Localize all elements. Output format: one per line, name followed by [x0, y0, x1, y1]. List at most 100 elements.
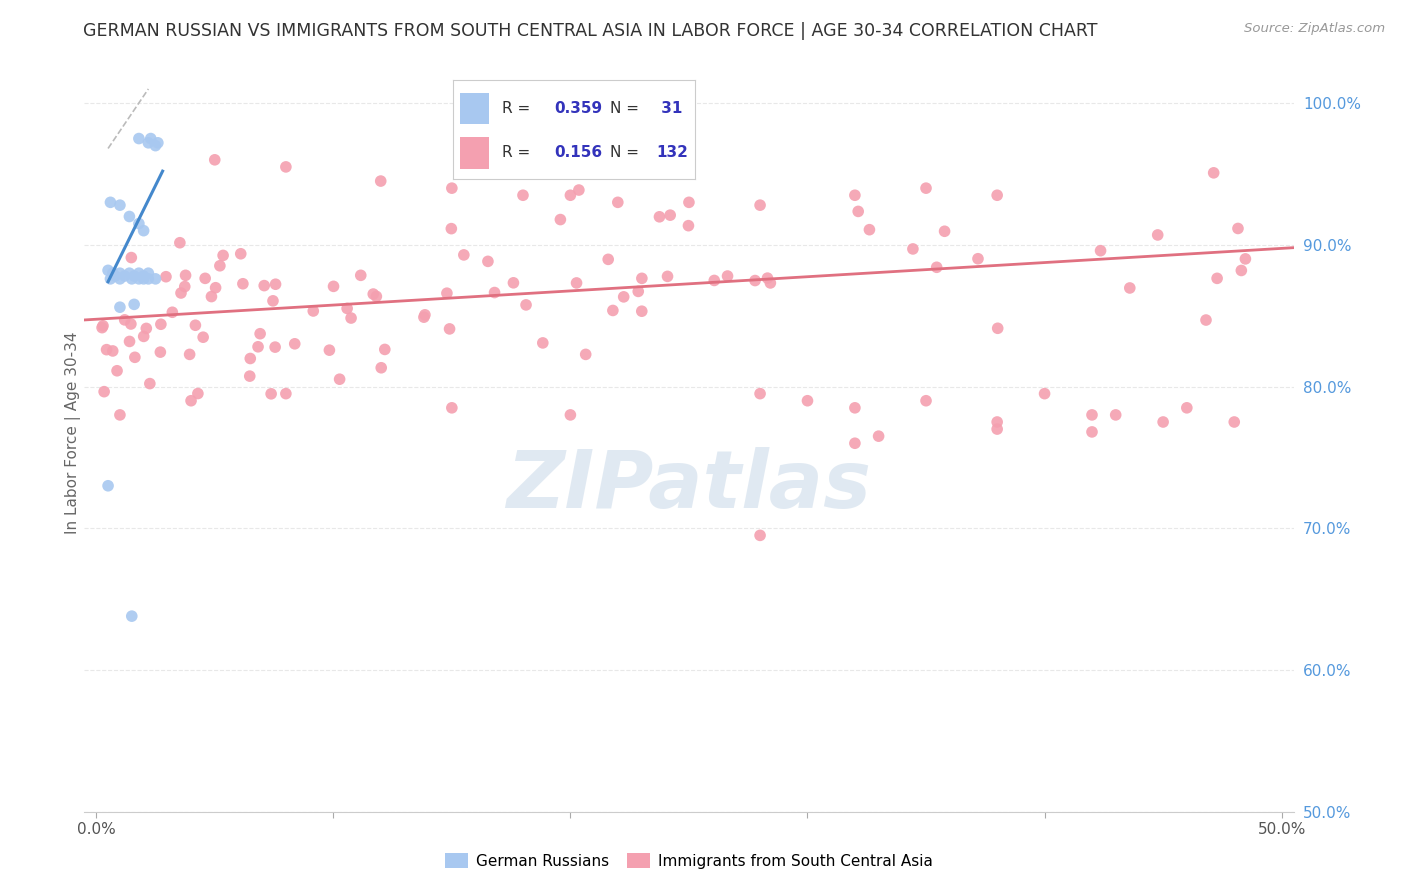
Point: [135, 321, 157, 335]
Point: [138, 272, 160, 286]
Point: [118, 266, 141, 280]
Point: [550, 212, 572, 227]
Point: [844, 401, 866, 415]
Point: [139, 131, 162, 145]
Point: [138, 266, 160, 280]
Point: [413, 310, 436, 325]
Point: [162, 305, 184, 319]
Text: ZIPatlas: ZIPatlas: [506, 447, 872, 524]
Point: [1105, 408, 1128, 422]
Point: [138, 136, 160, 150]
Point: [128, 217, 150, 231]
Point: [659, 208, 682, 222]
Point: [678, 219, 700, 233]
Point: [145, 272, 167, 286]
Point: [104, 268, 127, 283]
Point: [986, 422, 1008, 436]
Point: [100, 272, 122, 286]
Point: [262, 293, 284, 308]
Point: [575, 347, 598, 361]
Point: [264, 277, 287, 292]
Point: [128, 131, 150, 145]
Point: [122, 268, 145, 283]
Point: [200, 289, 222, 303]
Point: [1146, 227, 1168, 242]
Point: [749, 198, 772, 212]
Point: [145, 138, 167, 153]
Point: [986, 188, 1008, 202]
Point: [1206, 271, 1229, 285]
Point: [440, 221, 463, 235]
Point: [329, 372, 352, 386]
Point: [502, 276, 524, 290]
Point: [1195, 313, 1218, 327]
Point: [128, 266, 150, 280]
Point: [146, 136, 169, 150]
Point: [336, 301, 359, 316]
Point: [184, 318, 207, 333]
Point: [630, 304, 652, 318]
Point: [749, 528, 772, 542]
Point: [96, 343, 118, 357]
Point: [986, 415, 1008, 429]
Point: [247, 340, 270, 354]
Point: [239, 351, 262, 366]
Point: [1226, 221, 1249, 235]
Point: [678, 195, 700, 210]
Point: [97, 479, 120, 493]
Point: [114, 313, 136, 327]
Point: [139, 376, 162, 391]
Point: [413, 308, 436, 322]
Point: [121, 609, 143, 624]
Point: [204, 281, 226, 295]
Point: [657, 269, 679, 284]
Point: [274, 160, 297, 174]
Point: [118, 334, 141, 349]
Point: [132, 224, 155, 238]
Point: [844, 188, 866, 202]
Point: [108, 198, 131, 212]
Point: [93, 384, 115, 399]
Y-axis label: In Labor Force | Age 30-34: In Labor Force | Age 30-34: [65, 331, 82, 534]
Point: [149, 318, 172, 332]
Text: GERMAN RUSSIAN VS IMMIGRANTS FROM SOUTH CENTRAL ASIA IN LABOR FORCE | AGE 30-34 : GERMAN RUSSIAN VS IMMIGRANTS FROM SOUTH …: [83, 22, 1098, 40]
Point: [101, 343, 124, 358]
Point: [128, 272, 150, 286]
Point: [627, 285, 650, 299]
Point: [568, 183, 591, 197]
Point: [318, 343, 340, 358]
Point: [598, 252, 620, 267]
Point: [264, 340, 287, 354]
Point: [374, 343, 396, 357]
Point: [120, 317, 142, 331]
Point: [1175, 401, 1198, 415]
Point: [105, 364, 128, 378]
Point: [101, 266, 124, 280]
Point: [756, 271, 779, 285]
Point: [284, 336, 307, 351]
Point: [274, 386, 297, 401]
Point: [436, 286, 458, 301]
Point: [967, 252, 990, 266]
Point: [565, 276, 588, 290]
Point: [844, 436, 866, 450]
Point: [934, 224, 956, 238]
Point: [132, 268, 155, 283]
Point: [370, 360, 392, 375]
Point: [132, 272, 155, 286]
Point: [179, 347, 201, 361]
Point: [1033, 386, 1056, 401]
Point: [170, 285, 193, 300]
Point: [350, 268, 373, 283]
Point: [1234, 252, 1257, 266]
Point: [925, 260, 948, 275]
Point: [370, 174, 392, 188]
Point: [1152, 415, 1174, 429]
Point: [97, 263, 120, 277]
Point: [340, 311, 363, 326]
Point: [613, 290, 636, 304]
Point: [1090, 244, 1112, 258]
Point: [531, 335, 554, 350]
Point: [631, 271, 654, 285]
Point: [180, 393, 202, 408]
